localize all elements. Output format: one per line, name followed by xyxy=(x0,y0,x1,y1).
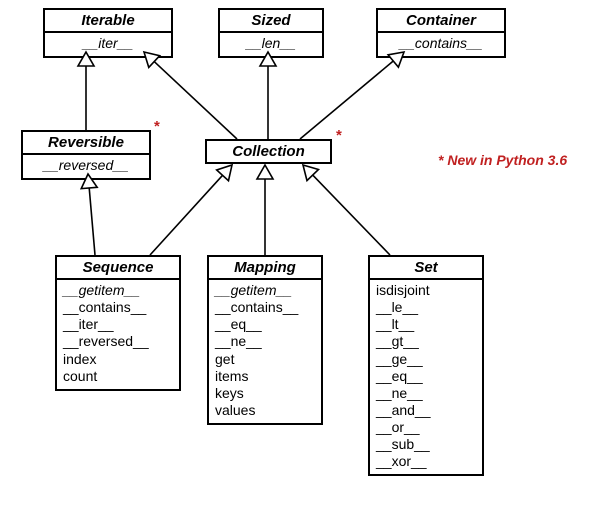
class-members: __getitem__ __contains__ __eq__ __ne__ g… xyxy=(209,280,321,423)
class-box-reversible: Reversible __reversed__ xyxy=(21,130,151,180)
class-member: keys xyxy=(215,385,315,402)
class-members: __reversed__ xyxy=(23,155,149,178)
class-title: Reversible xyxy=(23,132,149,155)
class-member: __xor__ xyxy=(376,453,476,470)
class-member: __or__ xyxy=(376,419,476,436)
class-title: Sized xyxy=(220,10,322,33)
class-member: __contains__ xyxy=(63,299,173,316)
class-title: Mapping xyxy=(209,257,321,280)
class-member: items xyxy=(215,368,315,385)
class-member: __lt__ xyxy=(376,316,476,333)
class-member: isdisjoint xyxy=(376,282,476,299)
class-box-iterable: Iterable __iter__ xyxy=(43,8,173,58)
class-member: __iter__ xyxy=(63,316,173,333)
class-member: __and__ xyxy=(376,402,476,419)
class-members: __iter__ xyxy=(45,33,171,56)
class-box-mapping: Mapping __getitem__ __contains__ __eq__ … xyxy=(207,255,323,425)
class-member: __contains__ xyxy=(215,299,315,316)
class-title: Sequence xyxy=(57,257,179,280)
class-member: __len__ xyxy=(226,35,316,52)
class-member: index xyxy=(63,351,173,368)
class-box-container: Container __contains__ xyxy=(376,8,506,58)
class-title: Set xyxy=(370,257,482,280)
class-member: __sub__ xyxy=(376,436,476,453)
asterisk-icon: * xyxy=(336,127,342,144)
class-member: __iter__ xyxy=(51,35,165,52)
class-member: __contains__ xyxy=(384,35,498,52)
class-box-sequence: Sequence __getitem__ __contains__ __iter… xyxy=(55,255,181,391)
class-member: values xyxy=(215,402,315,419)
class-member: count xyxy=(63,368,173,385)
legend-text: * New in Python 3.6 xyxy=(438,152,567,168)
class-member: __ne__ xyxy=(215,333,315,350)
class-member: __ge__ xyxy=(376,351,476,368)
class-member: __ne__ xyxy=(376,385,476,402)
class-members: __len__ xyxy=(220,33,322,56)
class-members: isdisjoint __le__ __lt__ __gt__ __ge__ _… xyxy=(370,280,482,474)
class-member: __getitem__ xyxy=(215,282,315,299)
class-member: __gt__ xyxy=(376,333,476,350)
class-members: __contains__ xyxy=(378,33,504,56)
class-title: Iterable xyxy=(45,10,171,33)
class-member: get xyxy=(215,351,315,368)
class-title: Collection xyxy=(207,141,330,162)
inheritance-arrows xyxy=(0,0,592,508)
class-box-sized: Sized __len__ xyxy=(218,8,324,58)
asterisk-icon: * xyxy=(154,118,160,135)
class-member: __le__ xyxy=(376,299,476,316)
class-box-set: Set isdisjoint __le__ __lt__ __gt__ __ge… xyxy=(368,255,484,476)
class-members: __getitem__ __contains__ __iter__ __reve… xyxy=(57,280,179,388)
class-member: __eq__ xyxy=(215,316,315,333)
class-box-collection: Collection xyxy=(205,139,332,164)
class-member: __reversed__ xyxy=(63,333,173,350)
class-member: __eq__ xyxy=(376,368,476,385)
class-title: Container xyxy=(378,10,504,33)
class-member: __reversed__ xyxy=(29,157,143,174)
class-member: __getitem__ xyxy=(63,282,173,299)
